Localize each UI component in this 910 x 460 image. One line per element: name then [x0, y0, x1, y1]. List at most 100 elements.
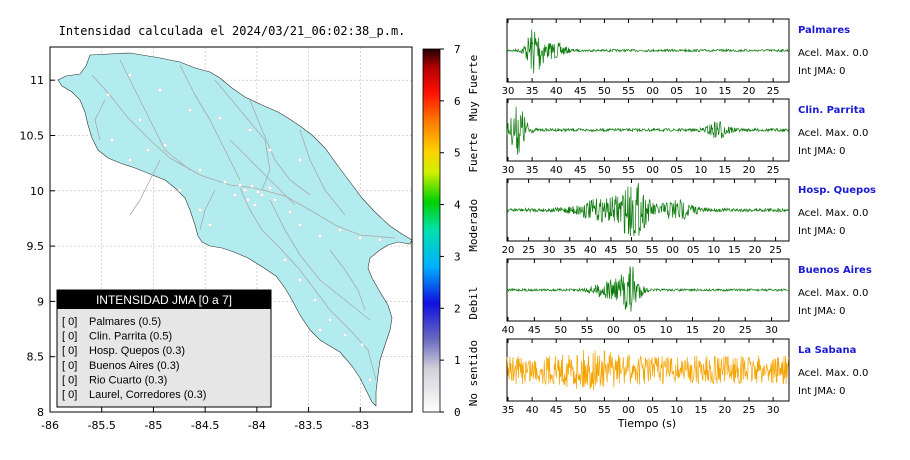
colorbar-category-label: Moderado [467, 199, 480, 252]
colorbar-ticks: 0 1 2 3 4 5 6 7 [440, 43, 461, 419]
legend-box [56, 289, 272, 408]
waveform-tick-label: 25 [767, 165, 780, 176]
legend-entry-label: Buenos Aires (0.3) [89, 360, 180, 372]
legend-entry-code: [ 0] [62, 316, 77, 328]
waveform-panel: 30 35 40 45 50 55 00 05 10 15 20 25 Clin. Parrita Ace… [502, 98, 868, 176]
station-marker [298, 223, 302, 227]
legend-entry-label: Hosp. Quepos (0.3) [89, 345, 185, 357]
waveform-tick-label: 55 [622, 165, 635, 176]
station-marker [243, 188, 247, 192]
waveform-tick-label: 30 [765, 325, 778, 336]
waveform-tick-label: 05 [670, 165, 683, 176]
waveform-tick-label: 05 [687, 245, 700, 256]
station-intensity: Int JMA: 0 [798, 66, 846, 77]
waveform-tick-label: 00 [666, 245, 679, 256]
waveform-tick-label: 30 [502, 165, 515, 176]
station-marker [250, 184, 254, 188]
colorbar-gradient [422, 48, 441, 413]
station-marker [198, 168, 202, 172]
waveform-panel: 30 35 40 45 50 55 00 05 10 15 20 25 Palmares Acel. Ma… [502, 18, 868, 97]
road [199, 189, 216, 231]
station-marker [188, 108, 192, 112]
waveform-tick-label: 55 [622, 86, 635, 97]
waveform-tick-label: 45 [528, 325, 541, 336]
colorbar-tick-label: 5 [454, 147, 461, 160]
legend-entry-code: [ 0] [62, 345, 77, 357]
map-y-tick-label: 8 [37, 406, 44, 419]
road [94, 99, 106, 141]
waveform-tick-label: 50 [554, 325, 567, 336]
road [129, 159, 161, 216]
station-marker [358, 236, 362, 240]
waveform-tick-label: 10 [694, 165, 707, 176]
station-marker [298, 158, 302, 162]
waveform-tick-label: 30 [543, 245, 556, 256]
waveform-tick-label: 15 [694, 405, 707, 416]
station-marker [256, 190, 260, 194]
station-intensity: Int JMA: 0 [798, 386, 846, 397]
station-markers [106, 73, 382, 382]
station-marker [248, 128, 252, 132]
legend-header [57, 290, 271, 309]
station-accel: Acel. Max. 0.0 [798, 128, 868, 139]
station-marker [198, 208, 202, 212]
colorbar-tick-label: 0 [454, 406, 461, 419]
waveform-tick-label: 20 [719, 405, 732, 416]
waveform-tick-label: 20 [749, 245, 762, 256]
waveform-tick-label: 50 [625, 245, 638, 256]
station-marker [328, 318, 332, 322]
waveform-tick-label: 20 [743, 86, 756, 97]
waveform-tick-label: 30 [767, 405, 780, 416]
station-accel: Acel. Max. 0.0 [798, 48, 868, 59]
station-marker [288, 210, 292, 214]
station-intensity: Int JMA: 0 [798, 226, 846, 237]
waveform-tick-label: 10 [707, 245, 720, 256]
map-y-tick-label: 8.5 [27, 351, 45, 364]
costa-rica-land [57, 52, 413, 407]
map-x-ticks: -86 -85.5 -85 -84.5 -84 -83.5 -83 [41, 407, 369, 432]
waveform-tick-label: 55 [581, 325, 594, 336]
map-frame [49, 46, 413, 413]
waveform-tick-label: 40 [502, 325, 515, 336]
map-x-tick-label: -85 [144, 419, 162, 432]
station-marker [318, 328, 322, 332]
station-marker [233, 193, 237, 197]
intensity-legend: INTENSIDAD JMA [0 a 7] [ 0] Palmares (0.5… [56, 289, 272, 408]
waveform-trace [506, 349, 790, 391]
map-y-tick-label: 10 [30, 185, 44, 198]
station-accel: Acel. Max. 0.0 [798, 368, 868, 379]
legend-entry-label: Palmares (0.5) [89, 316, 161, 328]
road-network [91, 59, 396, 381]
station-marker [223, 180, 227, 184]
waveform-tick-label: 45 [574, 86, 587, 97]
waveform-tick-label: 40 [550, 86, 563, 97]
station-marker [146, 148, 150, 152]
waveform-tick-label: 40 [526, 405, 539, 416]
station-marker [260, 193, 264, 197]
station-marker [110, 138, 114, 142]
legend-entry-label: Rio Cuarto (0.3) [89, 374, 167, 386]
colorbar-category-label: Fuerte [467, 133, 480, 173]
station-marker [268, 148, 272, 152]
road [269, 199, 371, 321]
waveform-tick-label: 45 [574, 165, 587, 176]
station-marker [128, 158, 132, 162]
colorbar-tick-label: 1 [454, 354, 461, 367]
colorbar-category-label: Debil [467, 287, 480, 320]
station-marker [106, 93, 110, 97]
map-x-tick-label: -85.5 [87, 419, 115, 432]
waveform-tick-label: 25 [739, 325, 752, 336]
road [179, 64, 241, 181]
station-marker [283, 258, 287, 262]
road [119, 59, 191, 171]
waveform-tick-label: 30 [502, 86, 515, 97]
station-marker [163, 143, 167, 147]
waveform-tick-label: 25 [743, 405, 756, 416]
waveform-panels: 30 35 40 45 50 55 00 05 10 15 20 25 Palmares Acel. Ma… [502, 18, 876, 416]
waveform-tick-label: 50 [574, 405, 587, 416]
waveform-tick-label: 25 [769, 245, 782, 256]
road [214, 79, 271, 191]
waveform-tick-label: 20 [743, 165, 756, 176]
waveform-trace [506, 106, 790, 155]
